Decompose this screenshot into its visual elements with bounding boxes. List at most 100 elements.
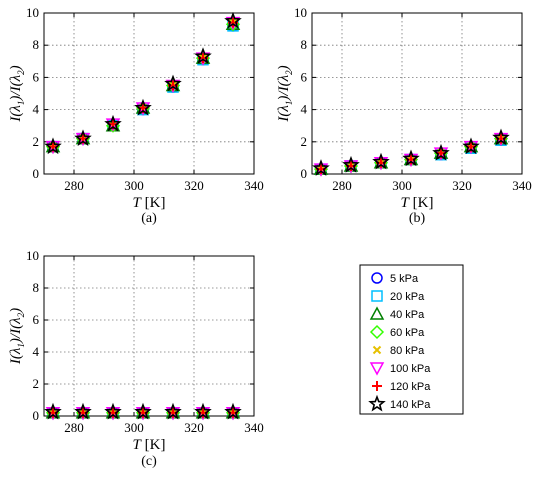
y-tick-label: 4 <box>301 102 308 117</box>
x-tick-label: 320 <box>452 178 472 193</box>
legend-label: 120 kPa <box>390 381 431 393</box>
legend-marker <box>372 381 382 391</box>
x-tick-label: 320 <box>184 178 204 193</box>
y-tick-label: 8 <box>33 37 40 52</box>
data-point <box>432 143 450 161</box>
series-100-kPa <box>313 132 509 177</box>
plot-frame <box>43 12 255 175</box>
data-point <box>194 47 212 64</box>
data-point <box>74 129 92 147</box>
data-point <box>44 137 62 155</box>
series-60-kPa <box>45 17 241 154</box>
series-20-kPa <box>47 20 239 153</box>
series-140-kPa <box>44 11 242 155</box>
series-5-kPa <box>47 20 239 153</box>
legend-marker <box>369 324 385 340</box>
legend-item: 140 kPa <box>368 394 431 412</box>
x-tick-label: 300 <box>124 178 144 193</box>
legend-label: 20 kPa <box>390 291 425 303</box>
data-point <box>164 402 182 420</box>
series-100-kPa <box>45 16 241 155</box>
data-point <box>462 137 480 155</box>
y-axis-label: I(λ1)/I(λ2) <box>8 65 26 122</box>
x-tick-label: 340 <box>244 178 264 193</box>
legend-item: 20 kPa <box>371 290 425 303</box>
legend-marker <box>372 345 382 355</box>
legend-label: 40 kPa <box>390 309 425 321</box>
y-tick-label: 4 <box>33 102 40 117</box>
data-point <box>194 402 212 420</box>
x-tick-label: 280 <box>64 178 84 193</box>
y-axis-label: I(λ1)/I(λ2) <box>276 65 294 122</box>
x-tick-label: 340 <box>244 420 264 435</box>
data-point <box>134 402 152 420</box>
data-point <box>104 114 122 132</box>
x-tick-label: 280 <box>64 420 84 435</box>
data-point <box>44 402 62 420</box>
data-point <box>224 11 242 29</box>
x-axis-label: T [K] <box>401 195 434 211</box>
panel-caption: (a) <box>141 211 157 226</box>
x-axis-label: T [K] <box>133 195 166 211</box>
y-tick-label: 4 <box>33 344 40 359</box>
data-point <box>402 149 420 167</box>
y-axis-label: I(λ1)/I(λ2) <box>8 308 26 365</box>
data-point <box>492 128 510 146</box>
data-point <box>134 98 152 116</box>
y-tick-label: 6 <box>301 69 308 84</box>
x-axis-label: T [K] <box>133 437 166 453</box>
legend-label: 5 kPa <box>390 273 419 285</box>
data-point <box>312 159 330 176</box>
x-tick-label: 320 <box>184 420 204 435</box>
series-140-kPa <box>44 402 242 420</box>
y-tick-label: 2 <box>33 376 40 391</box>
data-point <box>74 402 92 420</box>
y-tick-label: 6 <box>33 312 40 327</box>
data-point <box>104 402 122 420</box>
y-tick-label: 0 <box>301 166 308 181</box>
legend-item: 40 kPa <box>369 306 425 321</box>
legend-marker <box>371 290 383 302</box>
y-tick-label: 10 <box>294 5 307 20</box>
y-tick-label: 0 <box>33 166 40 181</box>
x-tick-label: 300 <box>392 178 412 193</box>
legend-marker <box>371 272 383 284</box>
legend-marker <box>369 306 385 320</box>
chart-panel-3: 280 300 320 340 0 2 4 6 8 10 T [K] I(λ1)/I(λ2) (c) <box>8 248 264 469</box>
legend-item: 80 kPa <box>372 345 425 357</box>
y-tick-label: 10 <box>26 248 39 263</box>
y-tick-label: 6 <box>33 69 40 84</box>
series-140-kPa <box>312 128 510 176</box>
legend-label: 80 kPa <box>390 345 425 357</box>
series-40-kPa <box>45 16 241 153</box>
legend-marker <box>369 362 385 376</box>
legend-item: 5 kPa <box>371 272 419 285</box>
data-point <box>164 74 182 92</box>
plot-frame <box>43 255 255 417</box>
legend-item: 60 kPa <box>369 324 425 340</box>
plot-frame <box>311 12 523 175</box>
legend-item: 100 kPa <box>369 362 431 376</box>
panel-caption: (b) <box>409 211 426 226</box>
chart-panel-2: 280 300 320 340 0 2 4 6 8 10 T [K] I(λ1)/I(λ2) (b) <box>276 5 532 226</box>
series-120-kPa <box>48 17 238 152</box>
series-80-kPa <box>48 18 238 151</box>
y-tick-label: 0 <box>33 408 40 423</box>
legend-label: 100 kPa <box>390 363 431 375</box>
panel-caption: (c) <box>141 454 157 469</box>
data-point <box>224 402 242 420</box>
y-tick-label: 2 <box>301 134 308 149</box>
data-point <box>372 152 390 170</box>
data-point <box>342 155 360 173</box>
legend: 5 kPa 20 kPa 40 kPa 60 kPa 80 kPa 100 kPa 120 … <box>359 264 464 415</box>
x-tick-label: 340 <box>512 178 532 193</box>
y-tick-label: 8 <box>301 37 308 52</box>
x-tick-label: 300 <box>124 420 144 435</box>
y-tick-label: 8 <box>33 280 40 295</box>
x-tick-label: 280 <box>332 178 352 193</box>
legend-label: 140 kPa <box>390 399 431 411</box>
legend-marker <box>368 394 386 412</box>
y-tick-label: 10 <box>26 5 39 20</box>
legend-label: 60 kPa <box>390 327 425 339</box>
